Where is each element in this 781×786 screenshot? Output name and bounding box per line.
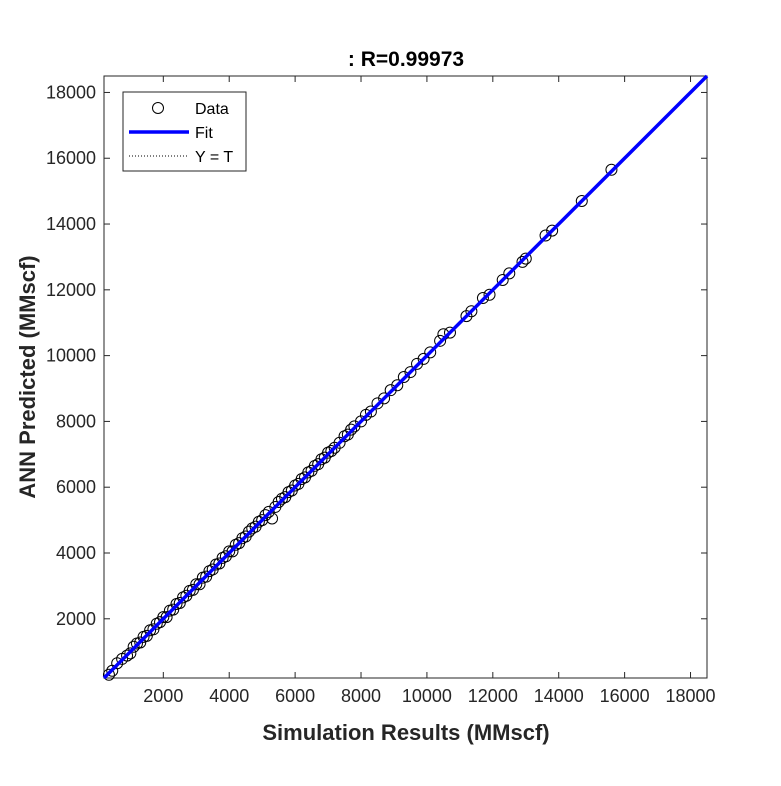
data-point — [173, 596, 186, 609]
data-point — [503, 267, 516, 280]
y-tick-label: 8000 — [56, 411, 96, 431]
data-point — [391, 379, 404, 392]
data-point — [516, 255, 529, 268]
data-point — [460, 310, 473, 323]
data-point — [167, 603, 180, 616]
data-point — [147, 623, 160, 636]
x-tick-label: 10000 — [402, 686, 452, 706]
legend-data-marker — [152, 102, 164, 114]
data-point — [546, 224, 559, 237]
data-point — [364, 405, 377, 418]
data-point — [200, 570, 213, 583]
fit-line — [102, 74, 709, 680]
data-point — [404, 366, 417, 379]
data-point — [140, 629, 153, 642]
x-tick-label: 14000 — [534, 686, 584, 706]
y-tick-label: 12000 — [46, 280, 96, 300]
data-point — [190, 578, 203, 591]
data-point — [121, 649, 134, 662]
data-point — [157, 611, 170, 624]
y-tick-label: 4000 — [56, 543, 96, 563]
x-tick-label: 8000 — [341, 686, 381, 706]
x-axis-title: Simulation Results (MMscf) — [262, 720, 549, 745]
y-tick-label: 14000 — [46, 214, 96, 234]
data-point — [266, 512, 279, 525]
data-point — [476, 292, 489, 305]
y-tick-label: 16000 — [46, 148, 96, 168]
x-tick-label: 6000 — [275, 686, 315, 706]
y-tick-label: 2000 — [56, 609, 96, 629]
data-point — [378, 392, 391, 405]
data-point — [160, 611, 173, 624]
x-tick-label: 2000 — [143, 686, 183, 706]
data-point — [605, 163, 618, 176]
data-point — [575, 195, 588, 208]
data-point — [465, 305, 478, 318]
data-point — [226, 545, 239, 558]
chart-title: : R=0.99973 — [348, 48, 464, 71]
y-axis-title: ANN Predicted (MMscf) — [15, 255, 40, 498]
legend-label-fit: Fit — [195, 125, 213, 142]
data-point — [124, 647, 137, 660]
x-tick-label: 4000 — [209, 686, 249, 706]
x-tick-label: 18000 — [665, 686, 715, 706]
legend-label-identity: Y = T — [195, 149, 233, 166]
data-point — [496, 273, 509, 286]
legend: Data Fit Y = T — [122, 91, 247, 172]
data-point — [134, 636, 147, 649]
data-point — [223, 545, 236, 558]
data-point — [434, 334, 447, 347]
legend-label-data: Data — [195, 101, 229, 118]
data-point — [325, 445, 338, 458]
data-point — [102, 668, 115, 681]
data-point — [443, 326, 456, 339]
data-point — [483, 288, 496, 301]
x-tick-label: 12000 — [468, 686, 518, 706]
data-point — [328, 441, 341, 454]
data-point — [259, 509, 272, 522]
data-point — [424, 346, 437, 359]
y-tick-label: 18000 — [46, 82, 96, 102]
data-point — [193, 578, 206, 591]
data-point — [519, 252, 532, 265]
y-tick-label: 10000 — [46, 346, 96, 366]
y-tick-label: 6000 — [56, 477, 96, 497]
plot-area: 2000 4000 6000 8000 10000 12000 14000 16000 1800… — [46, 74, 716, 706]
x-tick-label: 16000 — [600, 686, 650, 706]
data-point — [213, 557, 226, 570]
data-point — [417, 352, 430, 365]
data-point — [345, 423, 358, 436]
data-point — [127, 640, 140, 653]
